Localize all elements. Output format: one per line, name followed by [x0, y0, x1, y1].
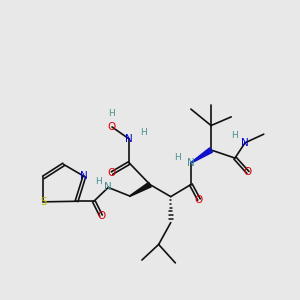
Text: O: O — [108, 122, 116, 132]
Text: O: O — [108, 168, 116, 178]
Text: N: N — [125, 134, 133, 144]
Polygon shape — [191, 148, 212, 163]
Text: N: N — [187, 158, 195, 168]
Text: H: H — [174, 153, 181, 162]
Text: H: H — [232, 131, 238, 140]
Text: O: O — [244, 167, 252, 178]
Text: N: N — [241, 138, 249, 148]
Text: H: H — [109, 109, 116, 118]
Text: N: N — [80, 172, 88, 182]
Text: H: H — [140, 128, 147, 136]
Text: H: H — [95, 177, 101, 186]
Text: O: O — [97, 211, 105, 221]
Text: S: S — [40, 197, 47, 207]
Polygon shape — [130, 182, 151, 196]
Text: O: O — [195, 194, 203, 205]
Text: N: N — [104, 182, 112, 192]
